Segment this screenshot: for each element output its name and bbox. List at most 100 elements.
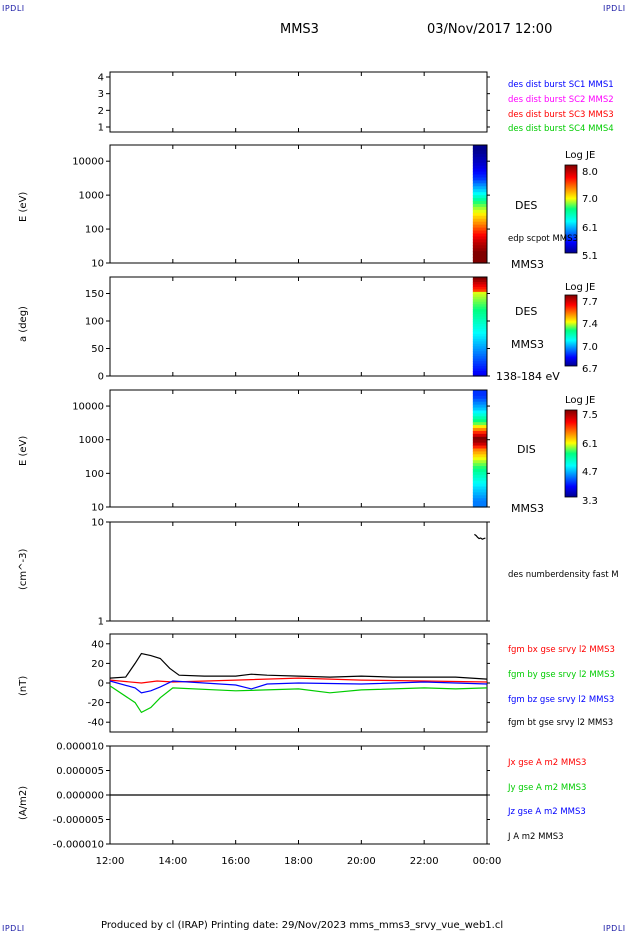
heatmap-cell bbox=[472, 284, 487, 288]
heatmap-cell bbox=[472, 390, 487, 394]
y-tick-label: 10 bbox=[91, 518, 104, 529]
x-tick-label: 22:00 bbox=[410, 856, 439, 867]
heatmap-cell bbox=[472, 201, 487, 205]
ylabel-dis-energy: E (eV) bbox=[18, 435, 29, 466]
heatmap-cell bbox=[472, 227, 487, 232]
colorbar-tick: 5.1 bbox=[582, 251, 598, 262]
heatmap-cell bbox=[472, 321, 487, 325]
heatmap-cell bbox=[472, 410, 487, 414]
mms3-label-3: MMS3 bbox=[511, 502, 544, 515]
legend-bt: fgm bt gse srvy l2 MMS3 bbox=[508, 718, 614, 728]
heatmap-cell bbox=[472, 159, 487, 164]
x-tick-label: 14:00 bbox=[158, 856, 187, 867]
heatmap-cell bbox=[472, 257, 487, 261]
heatmap-cell bbox=[472, 215, 487, 220]
series-line bbox=[474, 533, 486, 540]
heatmap-cell bbox=[472, 351, 487, 355]
y-tick-label: -20 bbox=[88, 698, 104, 709]
heatmap-cell bbox=[472, 501, 487, 505]
ylabel-des-energy: E (eV) bbox=[18, 191, 29, 222]
heatmap-cell bbox=[472, 168, 487, 173]
legend-jy: Jy gse A m2 MMS3 bbox=[508, 783, 587, 793]
y-tick-label: 2 bbox=[98, 106, 104, 117]
heatmap-cell bbox=[472, 404, 487, 409]
mms3-label-2: MMS3 bbox=[511, 338, 544, 351]
heatmap-cell bbox=[472, 361, 487, 365]
heatmap-cell bbox=[472, 439, 487, 444]
heatmap-cell bbox=[472, 311, 487, 315]
heatmap-cell bbox=[472, 186, 487, 190]
heatmap-cell bbox=[472, 373, 487, 377]
y-tick-label: 1 bbox=[98, 617, 104, 628]
heatmap-cell bbox=[472, 346, 487, 350]
ylabel-density: (cm^-3) bbox=[18, 548, 29, 590]
heatmap-cell bbox=[472, 306, 487, 310]
heatmap-cell bbox=[472, 221, 487, 226]
heatmap-cell bbox=[472, 436, 487, 441]
heatmap-cell bbox=[472, 183, 487, 187]
heatmap-cell bbox=[472, 309, 487, 313]
heatmap-cell bbox=[472, 324, 487, 328]
heatmap-cell bbox=[472, 356, 487, 360]
colorbar-title-2: Log JE bbox=[565, 282, 596, 293]
heatmap-cell bbox=[472, 425, 487, 429]
heatmap-cell bbox=[472, 291, 487, 295]
x-tick-label: 20:00 bbox=[347, 856, 376, 867]
heatmap-cell bbox=[472, 180, 487, 184]
legend-jz: Jz gse A m2 MMS3 bbox=[508, 807, 586, 817]
heatmap-cell bbox=[472, 299, 487, 303]
legend-burst-sc4: des dist burst SC4 MMS4 bbox=[508, 124, 614, 134]
heatmap-cell bbox=[472, 171, 487, 176]
y-tick-label: 10 bbox=[91, 259, 104, 270]
des-label-2: DES bbox=[515, 305, 538, 318]
y-tick-label: 1 bbox=[98, 123, 104, 134]
heatmap-cell bbox=[472, 319, 487, 323]
heatmap-cell bbox=[472, 218, 487, 223]
heatmap-cell bbox=[472, 260, 487, 264]
heatmap-cell bbox=[472, 162, 487, 167]
colorbar bbox=[564, 164, 578, 254]
heatmap-cell bbox=[472, 331, 487, 335]
heatmap-cell bbox=[472, 333, 487, 337]
legend-burst-sc3: des dist burst SC3 MMS3 bbox=[508, 110, 614, 120]
y-tick-label: -40 bbox=[88, 718, 104, 729]
heatmap-cell bbox=[472, 294, 487, 298]
y-tick-label: 50 bbox=[91, 344, 104, 355]
heatmap-cell bbox=[472, 245, 487, 249]
y-tick-label: 0.000005 bbox=[56, 766, 104, 777]
colorbar-tick: 6.1 bbox=[582, 439, 598, 450]
heatmap-cell bbox=[472, 224, 487, 229]
heatmap-cell bbox=[472, 304, 487, 308]
y-tick-label: 1000 bbox=[79, 435, 104, 446]
heatmap-cell bbox=[472, 147, 487, 152]
legend-j: J A m2 MMS3 bbox=[508, 832, 564, 842]
y-tick-label: 4 bbox=[98, 73, 104, 84]
heatmap-cell bbox=[472, 251, 487, 255]
heatmap-cell bbox=[472, 353, 487, 357]
y-tick-label: 10000 bbox=[72, 402, 104, 413]
corner-label-top-left: IPDLI bbox=[2, 4, 25, 13]
heatmap-cell bbox=[472, 407, 487, 412]
heatmap-cell bbox=[472, 483, 487, 488]
panel-frame bbox=[109, 389, 488, 508]
mms3-label-1: MMS3 bbox=[511, 258, 544, 271]
heatmap-cell bbox=[472, 445, 487, 450]
heatmap-cell bbox=[472, 316, 487, 320]
y-tick-label: 1000 bbox=[79, 191, 104, 202]
heatmap-cell bbox=[472, 150, 487, 155]
heatmap-cell bbox=[472, 296, 487, 300]
heatmap-cell bbox=[472, 433, 487, 438]
heatmap-cell bbox=[472, 189, 487, 193]
series-line bbox=[109, 652, 488, 680]
heatmap-cell bbox=[472, 371, 487, 375]
colorbar-tick: 7.5 bbox=[582, 410, 598, 421]
y-tick-label: 100 bbox=[85, 317, 104, 328]
heatmap-cell bbox=[472, 416, 487, 420]
colorbar-tick: 4.7 bbox=[582, 467, 598, 478]
y-tick-label: 10 bbox=[91, 503, 104, 514]
heatmap-cell bbox=[472, 454, 487, 458]
ylabel-des-pitch: a (deg) bbox=[18, 306, 29, 342]
heatmap-cell bbox=[472, 480, 487, 485]
scpot-label: edp scpot MMS3 bbox=[508, 234, 578, 244]
panel-frame bbox=[109, 144, 488, 264]
